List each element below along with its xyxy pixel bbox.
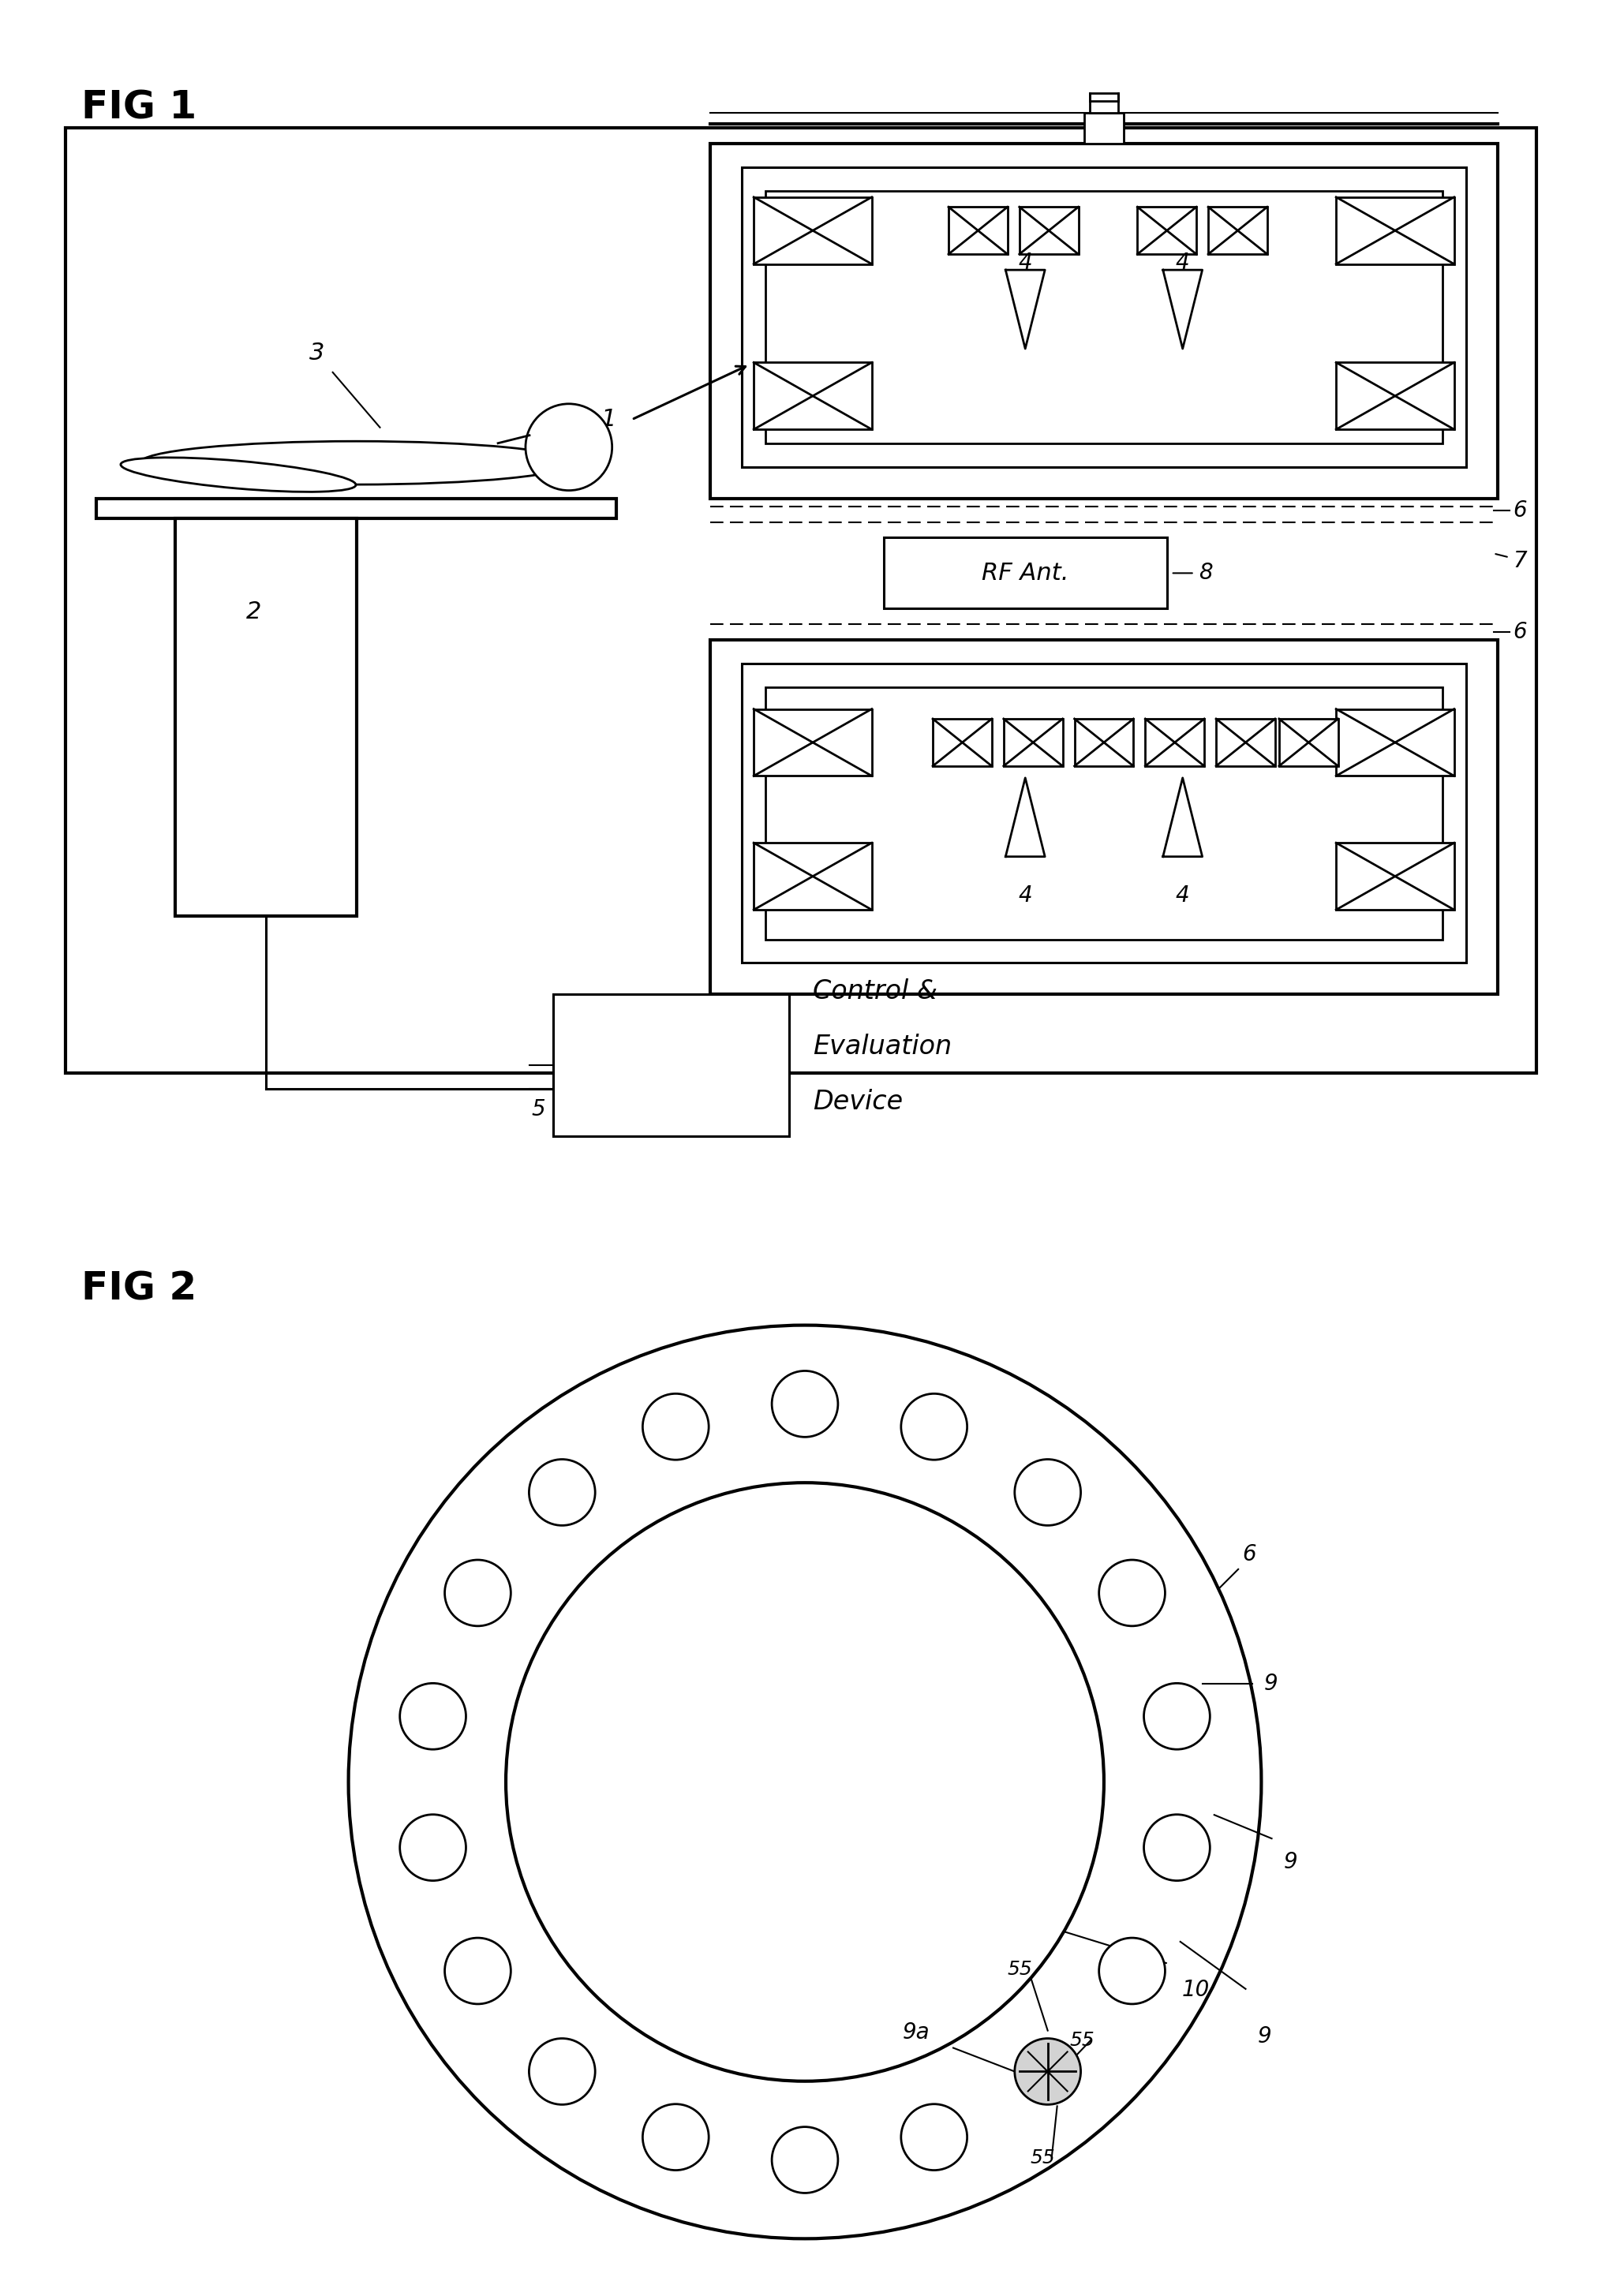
Bar (883, 537, 1167, 608)
Bar (1279, 719, 1337, 767)
Bar (932, 719, 991, 767)
Circle shape (505, 1483, 1104, 2080)
Circle shape (901, 2103, 967, 2170)
Bar (1144, 719, 1204, 767)
Bar (753, 197, 872, 264)
Bar (753, 843, 872, 909)
Ellipse shape (140, 441, 573, 484)
Circle shape (348, 1325, 1261, 2239)
Bar (742, 664, 1466, 962)
Bar (1073, 719, 1133, 767)
Text: 4: 4 (1175, 884, 1189, 907)
Text: 9: 9 (1263, 1674, 1278, 1694)
Text: 55: 55 (1030, 2149, 1056, 2167)
Text: Control &: Control & (813, 978, 936, 1006)
Bar (766, 191, 1442, 443)
Bar (753, 363, 872, 429)
Bar (766, 687, 1442, 939)
Text: 55: 55 (1070, 2030, 1094, 2050)
Circle shape (771, 1371, 838, 1437)
Bar (742, 168, 1466, 466)
Circle shape (399, 1683, 465, 1750)
Bar (1215, 719, 1274, 767)
Text: FIG 1: FIG 1 (80, 90, 196, 126)
Circle shape (1144, 1814, 1210, 1880)
Bar (948, 207, 1007, 255)
Bar (1138, 207, 1195, 255)
Text: 9: 9 (1257, 2025, 1271, 2048)
Circle shape (642, 2103, 708, 2170)
Bar (1335, 363, 1453, 429)
Ellipse shape (121, 457, 356, 491)
Circle shape (444, 1559, 510, 1626)
Bar (1335, 843, 1453, 909)
Text: Evaluation: Evaluation (813, 1033, 951, 1061)
Circle shape (399, 1814, 465, 1880)
Bar (1084, 113, 1123, 145)
Bar (1002, 719, 1062, 767)
Text: 4: 4 (1018, 253, 1031, 273)
Circle shape (529, 1460, 595, 1525)
Bar (553, 994, 788, 1137)
Text: 55: 55 (1006, 1961, 1031, 1979)
Bar (1208, 207, 1266, 255)
Text: 4: 4 (1018, 884, 1031, 907)
Bar (1335, 197, 1453, 264)
Text: 10: 10 (1181, 1979, 1208, 2000)
Circle shape (1144, 1683, 1210, 1750)
Text: Device: Device (813, 1088, 903, 1116)
Circle shape (525, 404, 611, 491)
Circle shape (1099, 1559, 1165, 1626)
Bar (64, 129, 1537, 1072)
Bar (1018, 207, 1078, 255)
Bar (175, 519, 356, 916)
Text: 5: 5 (531, 1097, 545, 1120)
Circle shape (771, 2126, 838, 2193)
Text: 6: 6 (1242, 1543, 1255, 1566)
Bar (1089, 92, 1118, 113)
Circle shape (1014, 1460, 1080, 1525)
Text: 4: 4 (1175, 253, 1189, 273)
Text: 9a: 9a (903, 2020, 930, 2043)
Circle shape (1099, 1938, 1165, 2004)
Text: 6: 6 (1512, 498, 1527, 521)
Circle shape (901, 1394, 967, 1460)
Text: 9: 9 (1282, 1851, 1297, 1874)
Circle shape (642, 1394, 708, 1460)
Text: 2: 2 (246, 602, 262, 625)
Circle shape (529, 2039, 595, 2105)
Text: 6: 6 (1512, 622, 1527, 643)
Bar (710, 641, 1496, 994)
Text: 8: 8 (1197, 563, 1212, 583)
Text: 1: 1 (600, 409, 616, 432)
Text: 3: 3 (309, 342, 325, 365)
Text: FIG 2: FIG 2 (80, 1270, 196, 1309)
Bar (710, 145, 1496, 498)
Bar (1335, 709, 1453, 776)
Bar (97, 498, 616, 519)
Text: RF Ant.: RF Ant. (981, 563, 1068, 585)
Text: 7: 7 (1512, 551, 1527, 572)
Bar (753, 709, 872, 776)
Circle shape (1014, 2039, 1080, 2105)
Circle shape (444, 1938, 510, 2004)
